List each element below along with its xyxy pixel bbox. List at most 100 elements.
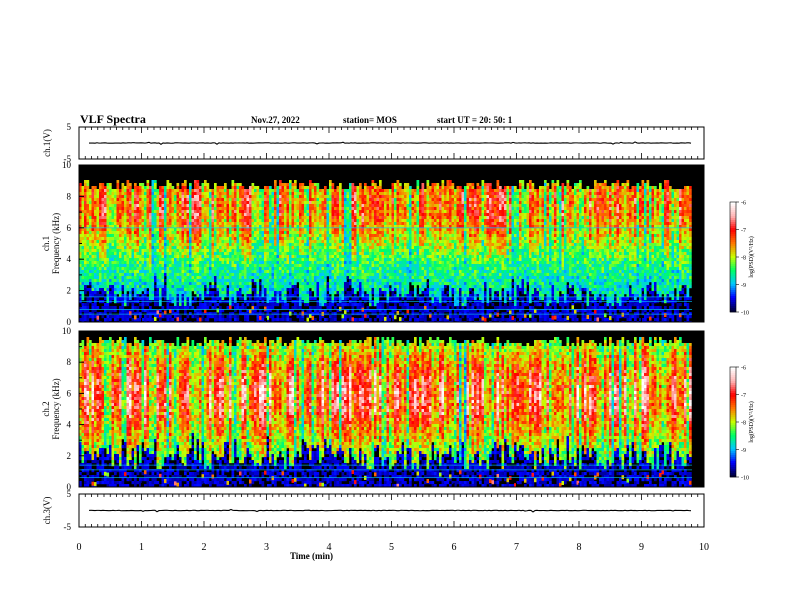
spectrogram-cell — [159, 207, 162, 211]
spectrogram-cell — [121, 318, 125, 322]
spectrogram-cell — [156, 321, 160, 322]
spectrogram-cell — [186, 216, 190, 220]
spectrogram-cell — [119, 258, 122, 262]
spectrogram-cell — [261, 237, 265, 241]
spectrogram-cell — [346, 213, 350, 217]
spectrogram-cell — [336, 264, 340, 268]
spectrogram-cell — [121, 309, 125, 313]
spectrogram-cell — [231, 222, 235, 226]
spectrogram-cell — [111, 192, 115, 196]
spectrogram-cell — [84, 225, 87, 229]
spectrogram-cell — [314, 282, 317, 286]
spectrogram-cell — [191, 213, 195, 217]
spectrogram-cell — [354, 237, 357, 241]
spectrogram-cell — [356, 219, 360, 223]
spectrogram-cell — [119, 309, 122, 313]
spectrogram-cell — [226, 276, 230, 280]
spectrogram-cell — [274, 288, 277, 292]
spectrogram-cell — [154, 195, 157, 199]
spectrogram-cell — [209, 210, 212, 214]
spectrogram-cell — [124, 258, 127, 262]
spectrogram-cell — [246, 315, 250, 319]
spectrogram-cell — [134, 216, 137, 220]
spectrogram-cell — [89, 219, 92, 223]
spectrogram-cell — [141, 228, 145, 232]
spectrogram-cell — [221, 270, 225, 274]
spectrogram-cell — [304, 273, 307, 277]
spectrogram-cell — [326, 288, 330, 292]
spectrogram-cell — [219, 297, 222, 301]
spectrogram-cell — [356, 306, 360, 310]
spectrogram-cell — [111, 225, 115, 229]
spectrogram-cell — [314, 222, 317, 226]
spectrogram-cell — [124, 228, 127, 232]
spectrogram-cell — [349, 246, 352, 250]
spectrogram-cell — [359, 192, 362, 196]
spectrogram-cell — [239, 213, 242, 217]
spectrogram-cell — [89, 267, 92, 271]
sferic-spot — [199, 317, 202, 322]
spectrogram-cell — [266, 243, 270, 247]
spectrogram-cell — [279, 297, 282, 301]
spectrogram-cell — [121, 240, 125, 244]
spectrogram-cell — [89, 252, 92, 256]
spectrogram-cell — [141, 186, 145, 190]
spectrogram-cell — [341, 234, 345, 238]
spectrogram-cell — [94, 303, 97, 307]
spectrogram-cell — [79, 225, 82, 229]
spectrogram-cell — [156, 240, 160, 244]
spectrogram-cell — [86, 186, 90, 190]
spectrogram-cell — [349, 276, 352, 280]
spectrogram-cell — [111, 270, 115, 274]
spectrogram-cell — [249, 246, 252, 250]
spectrogram-cell — [109, 240, 112, 244]
spectrogram-cell — [299, 237, 302, 241]
spectrogram-cell — [231, 267, 235, 271]
spectrogram-cell — [201, 246, 205, 250]
spectrogram-cell — [294, 240, 297, 244]
spectrogram-cell — [334, 285, 337, 289]
spectrogram-cell — [176, 276, 180, 280]
spectrogram-cell — [84, 288, 87, 292]
spectrogram-cell — [106, 192, 110, 196]
spectrogram-cell — [134, 192, 137, 196]
spectrogram-cell — [84, 201, 87, 205]
spectrogram-cell — [184, 273, 187, 277]
spectrogram-cell — [166, 246, 170, 250]
spectrogram-cell — [351, 306, 355, 310]
spectrogram-cell — [321, 255, 325, 259]
spectrogram-cell — [264, 255, 267, 259]
spectrogram-cell — [174, 279, 177, 283]
spectrogram-cell — [231, 195, 235, 199]
spectrogram-cell — [189, 204, 192, 208]
spectrogram-cell — [281, 219, 285, 223]
spectrogram-cell — [314, 267, 317, 271]
spectrogram-cell — [324, 186, 327, 190]
spectrogram-cell — [186, 246, 190, 250]
spectrogram-cell — [364, 186, 367, 190]
spectrogram-cell — [326, 201, 330, 205]
spectrogram-cell — [319, 285, 322, 289]
spectrogram-cell — [249, 222, 252, 226]
spectrogram-cell — [166, 282, 170, 286]
spectrogram-cell — [366, 189, 370, 193]
spectrogram-cell — [299, 195, 302, 199]
spectrogram-cell — [109, 264, 112, 268]
spectrogram-cell — [129, 201, 132, 205]
spectrogram-cell — [239, 261, 242, 265]
spectrogram-cell — [329, 195, 332, 199]
spectrogram-cell — [186, 258, 190, 262]
spectrogram-cell — [171, 309, 175, 313]
spectrogram-cell — [114, 207, 117, 211]
spectrogram-cell — [206, 192, 210, 196]
spectrogram-cell — [256, 204, 260, 208]
spectrogram-cell — [169, 243, 172, 247]
spectrogram-cell — [154, 264, 157, 268]
spectrogram-cell — [321, 258, 325, 262]
spectrogram-cell — [326, 222, 330, 226]
spectrogram-cell — [306, 231, 310, 235]
spectrogram-cell — [289, 267, 292, 271]
spectrogram-cell — [194, 207, 197, 211]
spectrogram-cell — [241, 270, 245, 274]
spectrogram-cell — [354, 264, 357, 268]
